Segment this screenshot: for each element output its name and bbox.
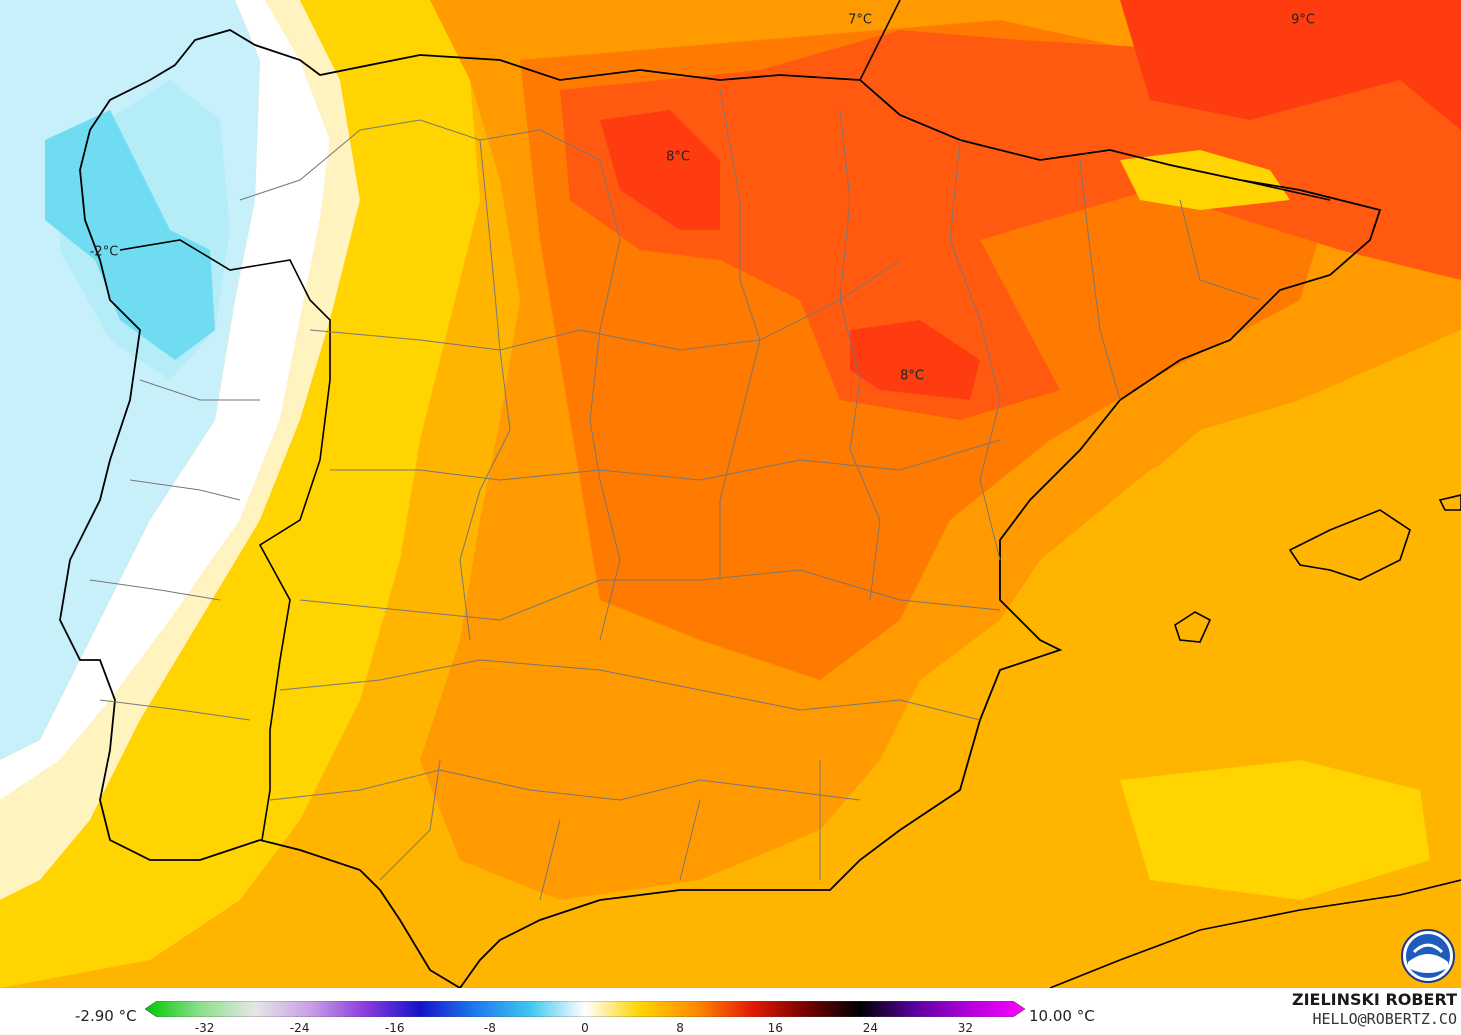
- legend-min-value: -2.90 °C: [75, 1007, 137, 1025]
- colorbar-tick-label: -24: [289, 1021, 310, 1035]
- temperature-map: [0, 0, 1461, 988]
- red-core-north: [600, 110, 720, 230]
- france-border: [859, 0, 1331, 201]
- pyrenees-yellow: [1120, 150, 1290, 210]
- map-label-minus2c: -2°C: [89, 244, 119, 260]
- legend-footer: -2.90 °C -32 -24 -16 -8 0 8 16 24 32 10.00 °C ZI…: [0, 988, 1461, 1035]
- yellow-band: [0, 0, 480, 988]
- atlantic-white-zone: [0, 0, 330, 800]
- red-core-center: [850, 320, 980, 400]
- province-borders: [89, 89, 1261, 901]
- portugal-border: [119, 239, 331, 841]
- ibiza: [1174, 611, 1212, 643]
- colorbar-tick-label: -8: [483, 1021, 496, 1035]
- red-core-northeast: [1120, 0, 1461, 130]
- map-label-9c: 9°C: [1291, 12, 1315, 28]
- colorbar-tick-label: 16: [767, 1021, 783, 1035]
- map-label-7c: 7°C: [848, 12, 872, 28]
- colorbar-tick-label: 0: [581, 1021, 589, 1035]
- coastline: [59, 29, 1382, 988]
- legend-max-value: 10.00 °C: [1029, 1007, 1095, 1025]
- author-email: HELLO@ROBERTZ.CO: [1312, 1010, 1458, 1028]
- colorbar-tick-label: 24: [862, 1021, 878, 1035]
- map-label-8c-north: 8°C: [666, 149, 690, 165]
- author-credit: ZIELINSKI ROBERT: [1291, 990, 1457, 1009]
- colorbar-tick-label: 8: [676, 1021, 684, 1035]
- south-yellow: [1120, 760, 1430, 900]
- africa-coast: [1049, 879, 1461, 988]
- temperature-colorbar: [145, 1001, 1025, 1017]
- colorbar-tick-label: 32: [957, 1021, 974, 1035]
- mallorca: [1288, 509, 1411, 581]
- colorbar-tick-label: -16: [384, 1021, 405, 1035]
- noaa-logo: [1401, 929, 1455, 983]
- menorca: [1438, 494, 1461, 511]
- cyan-core: [45, 110, 215, 360]
- map-label-8c-center: 8°C: [900, 368, 924, 384]
- colorbar-tick-label: -32: [194, 1021, 215, 1035]
- red-orange-zone: [560, 30, 1461, 420]
